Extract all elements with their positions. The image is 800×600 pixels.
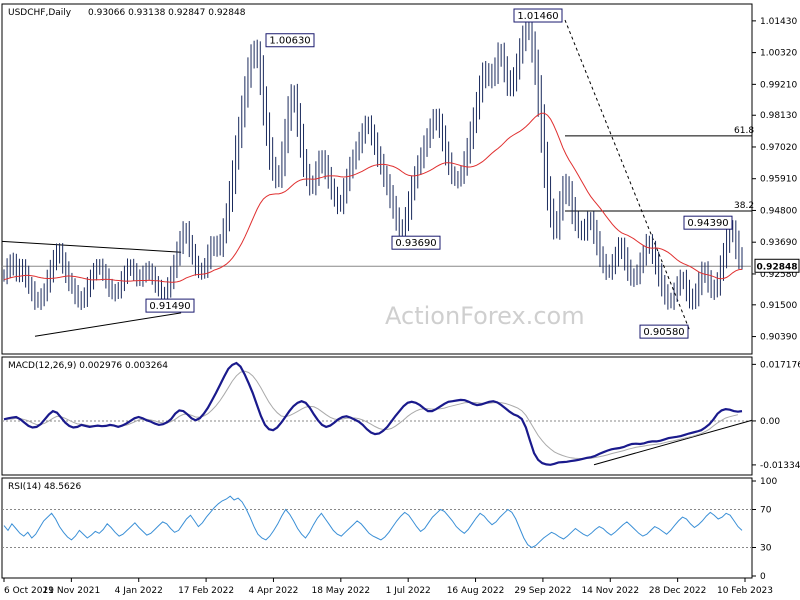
level-annotation-label: 0.94390 [687, 218, 728, 229]
price-tick-label: 0.99210 [760, 80, 797, 90]
price-tick-label: 0.92580 [760, 270, 797, 280]
macd-tick-label: -0.013345 [760, 461, 800, 471]
level-annotation: 0.91490 [145, 298, 195, 313]
rsi-tick-label: 100 [760, 477, 777, 487]
range-upper-trendline [1, 240, 182, 253]
price-tick-label: 0.94800 [760, 206, 797, 216]
x-tick-label: 1 Jul 2022 [386, 586, 431, 596]
level-annotation-box [513, 8, 563, 23]
price-axis: 1.01430 1.00320 0.99210 0.98130 0.97020 0.959… [752, 17, 797, 343]
decline-dashed-line [564, 19, 691, 332]
fib-label: 61.8 [734, 126, 754, 136]
price-tick-label: 0.90390 [760, 333, 797, 343]
level-annotation: 0.94390 [683, 215, 733, 230]
macd-axis: 0.017176 0.00 -0.013345 [752, 360, 800, 471]
price-tick-label: 0.95910 [760, 175, 797, 185]
macd-title: MACD(12,26,9) 0.002976 0.003264 [8, 361, 168, 371]
rsi-title: RSI(14) 48.5626 [8, 482, 81, 492]
macd-line [3, 361, 743, 466]
x-tick-label: 16 Aug 2022 [447, 586, 505, 596]
price-bars [3, 19, 743, 310]
level-annotation-label: 0.91490 [149, 301, 190, 312]
level-annotation: 1.00630 [265, 33, 315, 48]
macd-signal-line [3, 370, 739, 459]
rsi-axis: 100 70 30 0 [752, 477, 777, 582]
macd-tick-label: 0.017176 [760, 360, 800, 370]
level-annotation-label: 1.01460 [517, 11, 558, 22]
price-tick-label: 1.01430 [760, 17, 797, 27]
level-annotation-box [391, 235, 441, 250]
rsi-panel [1, 477, 753, 579]
trendlines: 61.8 38.2 [1, 19, 754, 466]
price-tick-label: 1.00320 [760, 49, 797, 59]
level-annotation-label: 0.93690 [395, 238, 436, 249]
x-tick-label: 19 Nov 2021 [43, 586, 101, 596]
watermark: ActionForex.com [385, 302, 585, 330]
x-tick-label: 28 Dec 2022 [649, 586, 707, 596]
level-annotation-label: 1.00630 [269, 36, 310, 47]
level-annotation-box [639, 324, 689, 339]
level-annotation-box [683, 215, 733, 230]
x-tick-label: 10 Feb 2023 [717, 586, 773, 596]
rsi-tick-label: 70 [760, 506, 772, 516]
price-tick-label: 0.98130 [760, 111, 797, 121]
grid-layer [2, 420, 752, 548]
macd-trendline [593, 419, 753, 466]
price-tick-label: 0.91500 [760, 301, 797, 311]
price-tick-label: 0.97020 [760, 143, 797, 153]
range-lower-trendline [34, 312, 182, 337]
x-tick-label: 14 Nov 2022 [581, 586, 639, 596]
macd-panel [1, 356, 753, 476]
price-tick-label: 0.93690 [760, 238, 797, 248]
fib-label: 38.2 [734, 201, 754, 211]
current-price-box [754, 258, 800, 273]
level-annotation: 0.93690 [391, 235, 441, 250]
level-annotation: 0.90580 [639, 324, 689, 339]
level-annotation-box [265, 33, 315, 48]
current-price-label: 0.92848 [757, 262, 798, 272]
chart-ohlc: 0.93066 0.93138 0.92847 0.92848 [88, 8, 246, 18]
x-tick-label: 4 Jan 2022 [115, 586, 163, 596]
annotations: 1.00630 1.01460 0.93690 0.91490 0.94390 0.905… [145, 8, 733, 339]
rsi-tick-label: 30 [760, 544, 772, 554]
series-layer [3, 19, 743, 549]
x-tick-label: 6 Oct 2021 [4, 586, 54, 596]
current-price-marker: 0.92848 [754, 258, 800, 273]
chart-symbol: USDCHF,Daily [8, 8, 72, 18]
rsi-tick-label: 0 [760, 572, 766, 582]
x-tick-label: 29 Sep 2022 [514, 586, 571, 596]
macd-tick-label: 0.00 [760, 417, 780, 427]
level-annotation-label: 0.90580 [643, 327, 684, 338]
sma-line [3, 112, 743, 283]
x-tick-label: 4 Apr 2022 [248, 586, 298, 596]
x-tick-label: 17 Feb 2022 [178, 586, 234, 596]
level-annotation-box [145, 298, 195, 313]
level-annotation: 1.01460 [513, 8, 563, 23]
x-tick-label: 18 May 2022 [311, 586, 370, 596]
rsi-line [3, 495, 743, 549]
